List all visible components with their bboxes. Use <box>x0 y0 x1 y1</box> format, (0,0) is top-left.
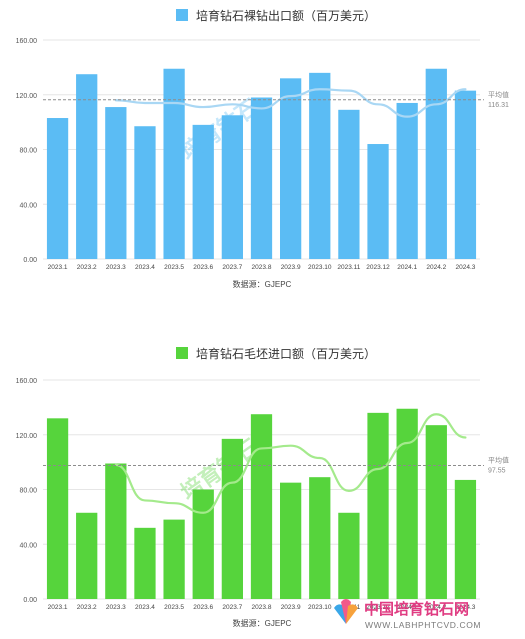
x-tick-label: 2023.7 <box>222 604 242 611</box>
bar-2023.11 <box>338 109 360 260</box>
x-tick-label: 2023.9 <box>281 604 301 611</box>
chart-title-group: 培育钻石毛坯进口额（百万美元） <box>176 346 376 361</box>
y-tick-label: 120.00 <box>16 93 38 100</box>
y-tick-label: 40.00 <box>19 202 37 209</box>
bar-2023.10 <box>309 477 331 599</box>
average-value: 97.55 <box>488 467 506 474</box>
x-tick-label: 2023.12 <box>366 264 390 271</box>
x-tick-label: 2023.9 <box>281 264 301 271</box>
bar-2023.9 <box>279 482 302 599</box>
bar-2023.1 <box>46 418 69 599</box>
bar-2023.3 <box>105 107 127 259</box>
bar-2023.11 <box>338 512 360 599</box>
chart-title-group: 培育钻石裸钻出口额（百万美元） <box>176 8 376 23</box>
trend-line <box>114 413 467 514</box>
y-tick-label: 40.00 <box>19 542 37 549</box>
logo-petal-right <box>346 604 358 624</box>
y-tick-label: 80.00 <box>19 488 37 495</box>
bar-2023.2 <box>76 74 98 259</box>
bar-2023.5 <box>163 519 185 599</box>
x-tick-label: 2024.1 <box>397 604 417 611</box>
bar-2024.2 <box>425 425 447 599</box>
bar-2023.12 <box>367 144 389 259</box>
bar-2023.6 <box>192 489 214 599</box>
x-tick-label: 2024.3 <box>455 604 475 611</box>
x-tick-label: 2023.2 <box>77 604 97 611</box>
chart-title: 培育钻石裸钻出口额（百万美元） <box>196 8 376 23</box>
y-tick-label: 160.00 <box>16 378 38 385</box>
data-source: 数据源：GJEPC <box>233 618 292 628</box>
x-tick-label: 2023.5 <box>164 264 184 271</box>
x-tick-label: 2023.1 <box>48 604 68 611</box>
x-tick-label: 2023.1 <box>48 264 68 271</box>
data-source: 数据源：GJEPC <box>233 279 292 289</box>
x-tick-label: 2023.12 <box>366 604 390 611</box>
bar-2024.3 <box>454 90 477 259</box>
x-tick-label: 2023.4 <box>135 604 155 611</box>
chart-title: 培育钻石毛坯进口额（百万美元） <box>196 346 376 361</box>
x-tick-label: 2023.11 <box>337 264 360 271</box>
bar-2023.1 <box>46 118 69 259</box>
x-tick-label: 2023.6 <box>193 264 213 271</box>
y-tick-label: 120.00 <box>16 433 38 440</box>
bar-2023.8 <box>250 97 273 259</box>
x-tick-label: 2023.10 <box>308 604 332 611</box>
average-label: 平均值 <box>488 90 509 99</box>
x-tick-label: 2023.6 <box>193 604 213 611</box>
x-tick-label: 2024.2 <box>426 604 446 611</box>
x-tick-label: 2023.7 <box>222 264 242 271</box>
x-tick-label: 2023.3 <box>106 264 126 271</box>
bar-2023.3 <box>105 463 127 599</box>
chart-2: 培育钻石毛坯进口额（百万美元） 0.00 40.00 80.00 120.00 160.0… <box>16 346 509 628</box>
bar-2023.8 <box>250 414 273 599</box>
legend-swatch <box>176 347 188 359</box>
x-tick-label: 2023.4 <box>135 264 155 271</box>
logo-name: 中国培育钻石网 <box>364 600 469 618</box>
bar-2023.7 <box>221 115 244 259</box>
x-tick-label: 2023.8 <box>252 264 272 271</box>
logo-url: WWW.LABHPHTCVD.COM <box>365 620 481 630</box>
y-tick-label: 0.00 <box>23 597 37 604</box>
y-tick-label: 160.00 <box>16 38 38 45</box>
bar-2023.9 <box>279 78 302 259</box>
x-tick-label: 2023.5 <box>164 604 184 611</box>
bar-2023.7 <box>221 438 244 599</box>
y-tick-label: 0.00 <box>23 257 37 264</box>
trend-line <box>114 88 467 118</box>
x-tick-label: 2023.10 <box>308 264 332 271</box>
bar-2023.4 <box>134 126 156 259</box>
x-tick-label: 2024.1 <box>397 264 417 271</box>
bar-2023.6 <box>192 124 214 259</box>
chart-1: 培育钻石裸钻出口额（百万美元） 0.00 40.00 80.00 120.00 160.0… <box>16 8 509 289</box>
bar-2024.1 <box>396 408 418 599</box>
x-tick-label: 2023.2 <box>77 264 97 271</box>
bar-2024.3 <box>454 479 477 599</box>
bar-2023.2 <box>76 512 98 599</box>
bar-2023.5 <box>163 68 185 260</box>
bar-2023.12 <box>367 412 389 599</box>
y-tick-label: 80.00 <box>19 148 37 155</box>
bar-2024.1 <box>396 102 418 260</box>
bar-2024.2 <box>425 68 447 260</box>
x-tick-label: 2024.2 <box>426 264 446 271</box>
site-logo: 中国培育钻石网 WWW.LABHPHTCVD.COM <box>334 599 481 630</box>
bar-2023.4 <box>134 527 156 599</box>
average-value: 116.31 <box>488 102 509 109</box>
x-tick-label: 2023.3 <box>106 604 126 611</box>
x-tick-label: 2024.3 <box>455 264 475 271</box>
bar-2023.10 <box>309 72 331 259</box>
logo-petal-center <box>341 599 351 624</box>
x-tick-label: 2023.8 <box>252 604 272 611</box>
legend-swatch <box>176 9 188 21</box>
average-label: 平均值 <box>488 455 509 464</box>
